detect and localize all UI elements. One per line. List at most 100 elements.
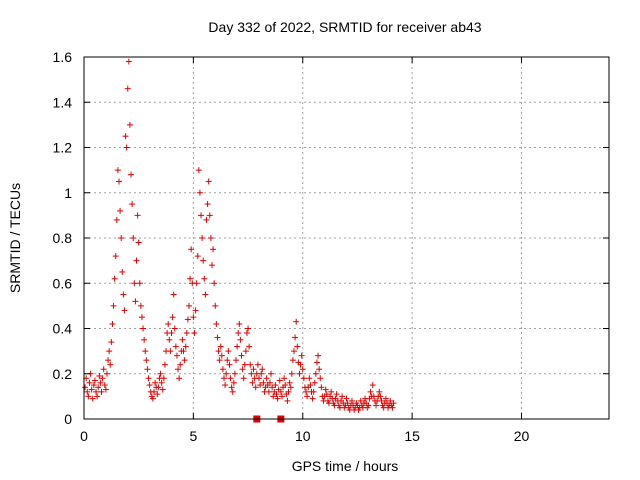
data-point xyxy=(149,395,156,402)
data-point xyxy=(136,280,143,287)
data-point xyxy=(116,178,122,185)
data-point xyxy=(333,391,340,398)
data-point xyxy=(269,384,276,391)
data-point xyxy=(196,189,203,196)
data-point xyxy=(138,314,145,321)
data-point xyxy=(96,373,103,380)
data-point xyxy=(246,343,253,350)
data-point xyxy=(234,343,241,350)
data-point xyxy=(120,291,127,298)
data-point xyxy=(186,302,192,309)
data-point xyxy=(213,320,220,327)
data-point xyxy=(323,391,330,398)
data-point xyxy=(102,386,109,393)
data-point xyxy=(272,382,279,389)
data-point xyxy=(225,348,232,355)
data-point xyxy=(123,144,130,151)
data-point xyxy=(154,391,161,398)
data-point xyxy=(348,397,355,404)
data-point xyxy=(291,348,297,355)
data-point xyxy=(282,382,289,389)
y-tick-label: 0.2 xyxy=(53,366,73,382)
data-point xyxy=(367,388,374,395)
data-point xyxy=(300,375,307,382)
data-point xyxy=(122,133,129,140)
y-tick-labels: 0 0.2 0.4 0.6 0.8 1 1.2 1.4 1.6 xyxy=(53,49,73,427)
data-point xyxy=(167,348,174,355)
data-point xyxy=(93,388,100,395)
x-axis-label: GPS time / hours xyxy=(292,458,399,474)
data-point xyxy=(173,352,180,359)
data-point xyxy=(129,201,136,208)
data-point xyxy=(130,235,137,241)
data-point xyxy=(177,361,184,368)
data-point xyxy=(357,397,364,404)
data-point xyxy=(193,280,200,287)
data-point xyxy=(94,393,101,400)
data-point xyxy=(114,167,121,174)
data-point xyxy=(389,404,396,411)
data-point xyxy=(198,212,205,219)
data-point xyxy=(206,212,213,219)
data-point xyxy=(252,384,259,391)
y-tick-label: 1 xyxy=(64,185,72,201)
data-point xyxy=(100,366,107,373)
y-axis-label: SRMTID / TECUs xyxy=(7,183,23,293)
chart-title: Day 332 of 2022, SRMTID for receiver ab4… xyxy=(208,19,481,35)
data-point xyxy=(233,357,240,364)
data-point xyxy=(125,58,132,65)
data-point xyxy=(145,375,152,382)
data-point xyxy=(172,343,179,350)
data-point xyxy=(284,397,291,404)
data-point xyxy=(182,343,189,350)
data-point xyxy=(293,318,300,325)
data-point xyxy=(322,386,329,393)
data-point xyxy=(190,314,197,321)
data-point xyxy=(254,361,261,368)
data-point xyxy=(222,382,229,389)
data-point xyxy=(241,361,248,368)
data-point xyxy=(250,366,257,373)
x-tick-label: 20 xyxy=(514,428,530,444)
data-point xyxy=(260,379,267,386)
data-point xyxy=(229,388,236,395)
data-point xyxy=(161,361,168,368)
data-point xyxy=(201,275,208,282)
data-point xyxy=(134,212,141,219)
data-point xyxy=(223,370,230,377)
data-point xyxy=(377,393,384,400)
data-point xyxy=(180,348,187,355)
data-point xyxy=(288,370,295,377)
x-tick-label: 15 xyxy=(404,428,420,444)
data-point xyxy=(287,384,294,391)
data-point xyxy=(387,397,394,404)
data-point xyxy=(339,393,346,400)
data-point xyxy=(257,382,264,389)
x-tick-label: 0 xyxy=(80,428,88,444)
data-point xyxy=(212,302,219,309)
data-point xyxy=(303,388,310,395)
data-point xyxy=(109,320,116,327)
data-point xyxy=(208,262,215,269)
data-point xyxy=(236,320,243,327)
data-point xyxy=(247,361,254,368)
data-point xyxy=(365,402,372,409)
data-point xyxy=(230,379,237,386)
data-point xyxy=(157,370,164,377)
data-point xyxy=(118,235,125,241)
data-point xyxy=(258,370,265,377)
data-point xyxy=(235,330,242,337)
data-point xyxy=(137,302,144,309)
data-point xyxy=(191,330,198,337)
data-point xyxy=(111,275,118,282)
data-point xyxy=(214,334,221,341)
data-point xyxy=(98,388,105,395)
data-point xyxy=(243,330,250,337)
grid-lines xyxy=(84,57,609,419)
data-point xyxy=(95,384,102,391)
data-point xyxy=(306,375,313,382)
data-point xyxy=(169,314,176,321)
data-point xyxy=(152,379,159,386)
data-point xyxy=(141,336,148,343)
